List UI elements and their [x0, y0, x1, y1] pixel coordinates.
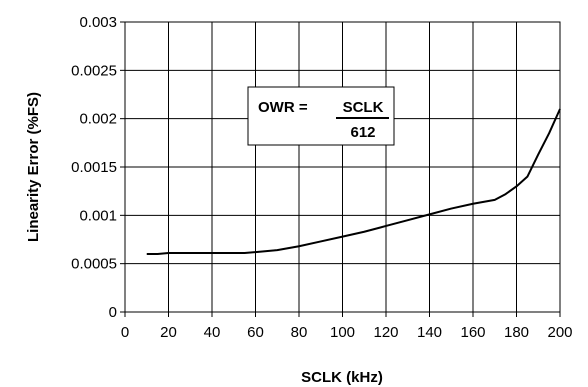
annotation-box: OWR = SCLK 612	[247, 86, 395, 146]
annotation-lhs: OWR =	[258, 99, 308, 116]
y-tick-label: 0.001	[79, 207, 117, 224]
y-axis-title: Linearity Error (%FS)	[25, 92, 42, 242]
x-tick-label: 40	[204, 324, 221, 341]
x-tick-label: 180	[504, 324, 529, 341]
annotation-numerator: SCLK	[343, 99, 384, 116]
x-tick-label: 200	[547, 324, 572, 341]
annotation-frame	[247, 86, 395, 146]
x-tick-labels: 0 20 40 60 80 100 120 140 160 180 200	[121, 324, 573, 341]
x-axis-title: SCLK (kHz)	[301, 369, 383, 386]
y-tick-label: 0.003	[79, 14, 117, 31]
series-line	[146, 108, 561, 255]
x-tick-label: 160	[460, 324, 485, 341]
y-tick-label: 0.002	[79, 111, 117, 128]
x-tick-label: 80	[291, 324, 308, 341]
y-tick-label: 0.0025	[71, 62, 117, 79]
annotation-denominator: 612	[350, 124, 375, 141]
x-tick-label: 60	[247, 324, 264, 341]
y-tick-label: 0.0005	[71, 256, 117, 273]
y-tick-label: 0	[109, 304, 117, 321]
x-tick-label: 120	[373, 324, 398, 341]
x-tick-label: 140	[417, 324, 442, 341]
x-tick-label: 100	[330, 324, 355, 341]
x-tick-label: 20	[160, 324, 177, 341]
grid-layer	[120, 21, 561, 317]
x-tick-label: 0	[121, 324, 129, 341]
y-tick-label: 0.0015	[71, 159, 117, 176]
y-tick-labels: 0 0.0005 0.001 0.0015 0.002 0.0025 0.003	[71, 14, 117, 321]
